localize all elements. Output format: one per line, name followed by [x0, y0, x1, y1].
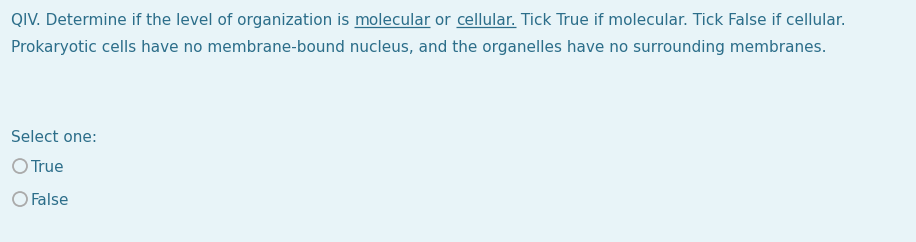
Text: False: False: [31, 193, 70, 208]
Text: molecular: molecular: [354, 13, 431, 28]
Text: Tick True if molecular. Tick False if cellular.: Tick True if molecular. Tick False if ce…: [516, 13, 845, 28]
Text: cellular.: cellular.: [456, 13, 516, 28]
Text: QIV. Determine if the level of organization is: QIV. Determine if the level of organizat…: [11, 13, 354, 28]
Text: True: True: [31, 160, 63, 175]
Text: Prokaryotic cells have no membrane-bound nucleus, and the organelles have no sur: Prokaryotic cells have no membrane-bound…: [11, 40, 826, 55]
Text: Select one:: Select one:: [11, 130, 97, 145]
Text: or: or: [431, 13, 456, 28]
